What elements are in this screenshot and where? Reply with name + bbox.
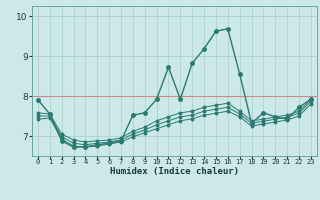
X-axis label: Humidex (Indice chaleur): Humidex (Indice chaleur)	[110, 167, 239, 176]
